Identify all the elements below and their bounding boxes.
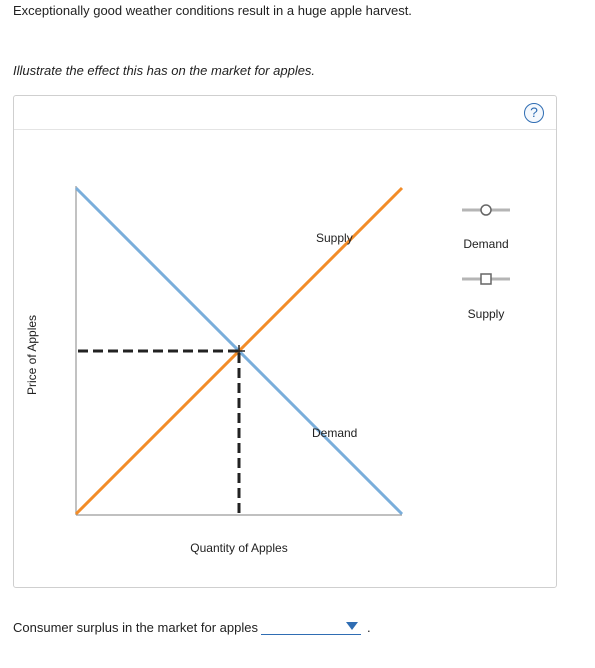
help-button[interactable]: ?	[524, 103, 544, 123]
instruction-text: Illustrate the effect this has on the ma…	[13, 63, 316, 78]
question-mark-icon: ?	[530, 104, 538, 120]
legend-demand-label: Demand	[463, 237, 508, 251]
consumer-surplus-prompt: Consumer surplus in the market for apple…	[13, 620, 258, 635]
y-axis-label: Price of Apples	[25, 315, 39, 395]
supply-demand-graph[interactable]: Supply Demand Quantity of Apples Price o…	[14, 96, 558, 589]
question-text: Exceptionally good weather conditions re…	[13, 3, 412, 18]
sentence-period: .	[366, 620, 371, 635]
consumer-surplus-row: Consumer surplus in the market for apple…	[13, 617, 371, 635]
dropdown-arrow-icon	[345, 622, 358, 630]
square-point-tool-icon	[480, 273, 492, 285]
legend-supply-label: Supply	[468, 307, 505, 321]
supply-tool[interactable]	[462, 273, 510, 285]
circle-point-tool-icon	[480, 204, 492, 216]
supply-curve-label: Supply	[316, 231, 353, 245]
x-axis-label: Quantity of Apples	[190, 541, 287, 555]
graph-panel: ? Supply Demand Quantity of Apples Price…	[13, 95, 557, 588]
panel-divider	[14, 129, 556, 130]
consumer-surplus-dropdown[interactable]	[260, 617, 361, 635]
equilibrium-point[interactable]	[233, 345, 245, 357]
demand-tool[interactable]	[462, 204, 510, 216]
demand-curve-label: Demand	[312, 426, 357, 440]
